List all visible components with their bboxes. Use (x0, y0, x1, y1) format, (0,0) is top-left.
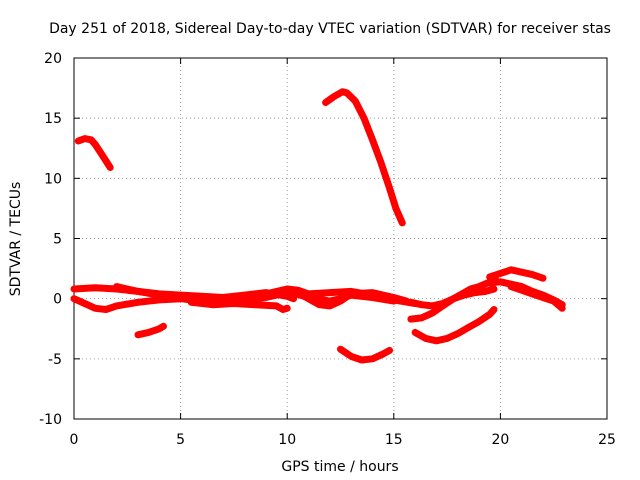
y-tick-label: 0 (53, 292, 62, 308)
x-tick-label: 25 (598, 432, 616, 448)
x-tick-label: 5 (176, 432, 185, 448)
x-tick-label: 20 (491, 432, 509, 448)
series-arc-9 (337, 345, 393, 364)
y-tick-label: -5 (48, 352, 62, 368)
plot-frame (73, 57, 608, 420)
series-arc-5 (113, 283, 298, 303)
grid (74, 58, 607, 419)
y-axis-label: SDTVAR / TECUs (8, 182, 24, 297)
series-arc-12 (411, 306, 498, 345)
series-arc-7 (294, 289, 411, 310)
x-tick-label: 15 (385, 432, 403, 448)
series-arc-13 (486, 266, 547, 282)
series-arc-8 (134, 322, 167, 339)
y-tick-label: 15 (44, 111, 62, 127)
y-tick-label: 5 (53, 232, 62, 248)
series-arc-11 (407, 285, 498, 310)
y-tick-label: 20 (44, 51, 62, 67)
axis-ticks: 0 5 10 15 20 25 -10 -5 0 5 10 15 20 (39, 51, 616, 448)
x-axis-label: GPS time / hours (281, 459, 398, 475)
x-tick-label: 10 (278, 432, 296, 448)
series-arc-15 (507, 283, 566, 312)
y-tick-label: -10 (39, 412, 62, 428)
series-arc-6 (187, 298, 291, 313)
data-series (70, 88, 566, 364)
series-arc-1 (74, 135, 114, 171)
x-tick-label: 0 (70, 432, 79, 448)
series-arc-2 (322, 88, 406, 227)
y-tick-label: 10 (44, 171, 62, 187)
chart-title: Day 251 of 2018, Sidereal Day-to-day VTE… (49, 21, 611, 37)
